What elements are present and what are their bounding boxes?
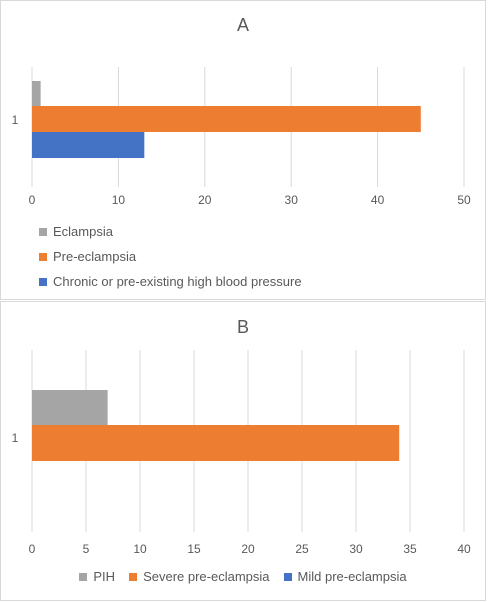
- chart-a-category-label: 1: [12, 113, 19, 127]
- chart-b-tick-label: 25: [295, 542, 309, 556]
- chart-a-tick-label: 20: [198, 193, 212, 207]
- chart-a-bar-chronic-or-pre-existing-high-blood-pressure: [32, 132, 145, 158]
- chart-a-legend-item: Eclampsia: [39, 219, 302, 244]
- chart-b-tick-label: 10: [133, 542, 147, 556]
- chart-b-legend-swatch: [283, 572, 292, 581]
- chart-b-tick-label: 0: [29, 542, 36, 556]
- chart-b-tick-label: 40: [457, 542, 471, 556]
- chart-a-legend-swatch: [39, 277, 47, 286]
- chart-a-panel: A 0 10 20 30 40 50 1 Eclampsia Pre-eclampsia Chr…: [0, 0, 486, 300]
- chart-b-legend-label: PIH: [93, 569, 116, 584]
- chart-a-plot: 0 10 20 30 40 50 1: [12, 67, 471, 207]
- chart-a-title: A: [236, 15, 249, 35]
- chart-a-tick-label: 50: [457, 193, 471, 207]
- chart-a-legend-swatch: [39, 227, 47, 236]
- chart-b-bar-pih: [32, 390, 108, 426]
- chart-b-legend-item: Severe pre-eclampsia: [129, 569, 270, 584]
- chart-b-legend-label: Mild pre-eclampsia: [297, 569, 407, 584]
- chart-a-bar-eclampsia: [32, 81, 41, 107]
- chart-b-title: B: [236, 317, 249, 337]
- chart-b-tick-label: 20: [241, 542, 255, 556]
- chart-b-plot: 0 5 10 15 20 25 30 35 40 1: [12, 350, 471, 556]
- chart-a-legend-label: Pre-eclampsia: [53, 249, 137, 264]
- chart-b-panel: B 0 5 10 15 20 25 30 35 40 1 PIH Severe pre-eclamp…: [0, 301, 486, 601]
- chart-b-legend: PIH Severe pre-eclampsia Mild pre-eclampsi…: [1, 569, 485, 584]
- chart-a-legend-item: Chronic or pre-existing high blood press…: [39, 269, 302, 294]
- chart-b-tick-label: 5: [83, 542, 90, 556]
- chart-a-legend: Eclampsia Pre-eclampsia Chronic or pre-exi…: [39, 219, 302, 294]
- chart-b-tick-label: 15: [187, 542, 201, 556]
- chart-b-tick-label: 35: [403, 542, 417, 556]
- chart-a-tick-label: 10: [112, 193, 126, 207]
- chart-a-legend-label: Chronic or pre-existing high blood press…: [53, 274, 302, 289]
- chart-a-legend-label: Eclampsia: [53, 224, 113, 239]
- chart-b-legend-item: Mild pre-eclampsia: [283, 569, 407, 584]
- chart-b-legend-label: Severe pre-eclampsia: [143, 569, 270, 584]
- chart-b-category-label: 1: [12, 431, 19, 445]
- chart-a-tick-label: 0: [29, 193, 36, 207]
- chart-b-legend-swatch: [79, 572, 88, 581]
- chart-b-bar-severe-pre-eclampsia: [32, 425, 400, 461]
- chart-b-legend-item: PIH: [79, 569, 115, 584]
- chart-b-legend-swatch: [129, 572, 138, 581]
- chart-a-tick-label: 40: [371, 193, 385, 207]
- chart-a-legend-swatch: [39, 252, 47, 261]
- chart-a-bar-pre-eclampsia: [32, 106, 421, 132]
- chart-b-tick-label: 30: [349, 542, 363, 556]
- chart-a-legend-item: Pre-eclampsia: [39, 244, 302, 269]
- chart-a-tick-label: 30: [285, 193, 299, 207]
